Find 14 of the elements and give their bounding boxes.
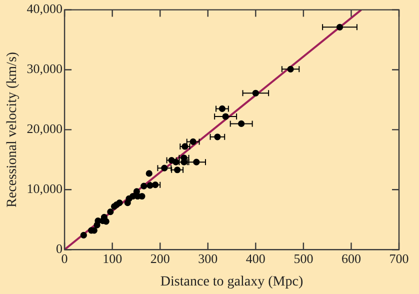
x-axis-title: Distance to galaxy (Mpc) [160, 274, 304, 290]
y-tick-label: 10,000 [26, 181, 63, 196]
y-tick-label: 40,000 [26, 1, 63, 16]
x-tick-label: 300 [198, 250, 218, 266]
x-tick-label: 100 [102, 250, 122, 266]
x-tick-label: 600 [341, 250, 361, 266]
y-tick-label: 0 [56, 241, 63, 256]
y-axis-title: Recessional velocity (km/s) [5, 52, 20, 208]
y-tick-label: 30,000 [26, 61, 63, 76]
y-tick-label: 20,000 [26, 121, 63, 136]
x-tick-label: 200 [150, 250, 170, 266]
x-tick-label: 500 [294, 250, 314, 266]
x-tick-label: 700 [389, 250, 409, 266]
x-tick-label: 400 [246, 250, 266, 266]
